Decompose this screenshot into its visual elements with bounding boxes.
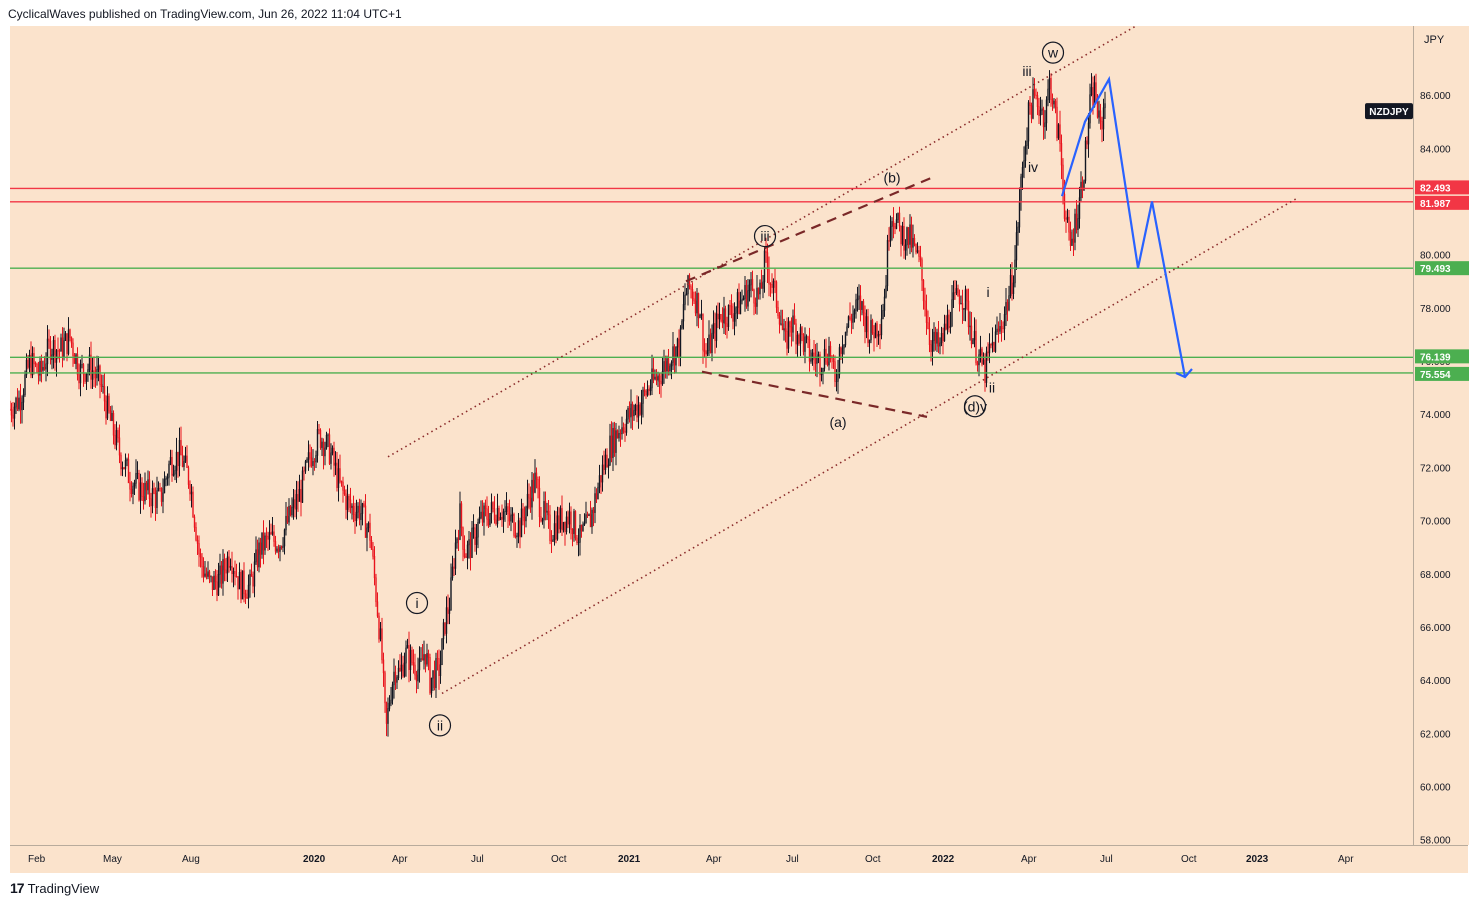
price-tick-label: 60.000 [1420, 783, 1451, 794]
wave-label-1: iii [1022, 63, 1031, 79]
trend-line-2 [685, 176, 933, 283]
symbol-badge-text: NZDJPY [1369, 107, 1409, 118]
trend-line-1 [441, 198, 1297, 695]
time-tick-label: Oct [1181, 854, 1197, 865]
level-price-badge-3: 76.139 [1415, 349, 1469, 364]
wave-label-8: (d)y [963, 395, 987, 418]
wave-label-text: iv [1028, 159, 1038, 175]
level-price-badge-text: 76.139 [1420, 352, 1451, 363]
time-tick-label: 2021 [618, 854, 641, 865]
price-tick-label: 80.000 [1420, 251, 1451, 262]
tradingview-logo-icon: 17 [10, 880, 25, 896]
chart-plot-area[interactable]: w iii iv (b) iii (a) i ii (d)y i ii NZDJPY [9, 25, 1413, 845]
level-price-badge-bg [1415, 195, 1469, 210]
forecast-arrowhead [1175, 368, 1193, 379]
time-tick-label: Jul [471, 854, 484, 865]
level-price-badge-text: 81.987 [1420, 199, 1451, 210]
time-tick-label: Apr [1021, 854, 1037, 865]
wave-label-text: (d)y [963, 398, 987, 414]
time-tick-label: Apr [706, 854, 722, 865]
wave-label-text: (b) [883, 170, 900, 186]
wave-label-3: (b) [883, 170, 900, 186]
wave-label-5: (a) [829, 414, 846, 430]
wave-label-text: w [1047, 45, 1059, 61]
forecast-path [1060, 75, 1187, 378]
level-price-badge-text: 75.554 [1420, 370, 1451, 381]
price-tick-label: 84.000 [1420, 144, 1451, 155]
footer: 17 TradingView [10, 880, 99, 896]
time-axis[interactable]: Feb May Aug 2020 Apr Jul Oct 2021 Apr Jul Oct 2022 A… [10, 845, 1468, 873]
time-tick-label: Oct [551, 854, 567, 865]
price-tick-label: 74.000 [1420, 410, 1451, 421]
tradingview-brand: TradingView [27, 880, 100, 896]
time-tick-label: Feb [28, 854, 46, 865]
level-price-badge-0: 82.493 [1415, 180, 1469, 195]
publisher-header: CyclicalWaves published on TradingView.c… [8, 7, 402, 21]
price-tick-label: 66.000 [1420, 623, 1451, 634]
wave-label-circle [405, 591, 429, 615]
time-tick-label: 2022 [932, 854, 955, 865]
wave-label-circle [963, 395, 987, 418]
wave-label-10: ii [428, 714, 452, 737]
symbol-badge: NZDJPY [1365, 103, 1413, 120]
time-tick-label: Apr [1338, 854, 1354, 865]
candles [9, 70, 1106, 737]
wave-label-text: i [986, 284, 989, 300]
price-axis-scale: 86.00084.00082.00080.00078.00076.00074.0… [1415, 34, 1469, 847]
time-tick-label: Jul [786, 854, 799, 865]
level-price-badge-bg [1415, 261, 1469, 276]
price-tick-label: 78.000 [1420, 304, 1451, 315]
price-tick-label: 72.000 [1420, 463, 1451, 474]
time-tick-label: May [103, 854, 122, 865]
time-tick-label: 2020 [303, 854, 326, 865]
level-price-badge-text: 82.493 [1420, 183, 1451, 194]
time-tick-label: 2023 [1246, 854, 1269, 865]
price-tick-label: 64.000 [1420, 676, 1451, 687]
wave-label-0: w [1041, 41, 1065, 64]
level-price-badge-1: 81.987 [1415, 195, 1469, 210]
wave-label-7: ii [989, 380, 995, 396]
price-tick-label: 86.000 [1420, 91, 1451, 102]
price-tick-label: 62.000 [1420, 729, 1451, 740]
wave-label-text: iii [760, 228, 769, 244]
price-tick-label: 68.000 [1420, 570, 1451, 581]
time-tick-label: Aug [182, 854, 200, 865]
level-price-badge-text: 79.493 [1420, 264, 1451, 275]
trend-line-3 [701, 370, 928, 418]
time-axis-scale: Feb May Aug 2020 Apr Jul Oct 2021 Apr Jul Oct 2022 A… [28, 854, 1354, 865]
time-tick-label: Jul [1100, 854, 1113, 865]
wave-label-text: ii [437, 717, 443, 733]
level-price-badge-4: 75.554 [1415, 366, 1469, 381]
wave-label-circle [753, 224, 777, 248]
time-tick-label: Oct [865, 854, 881, 865]
level-price-badge-bg [1415, 180, 1469, 195]
wave-label-6: i [986, 284, 989, 300]
price-tick-label: 70.000 [1420, 517, 1451, 528]
symbol-badge-bg [1365, 103, 1413, 120]
price-axis[interactable]: 86.00084.00082.00080.00078.00076.00074.0… [1413, 26, 1469, 847]
level-price-badge-bg [1415, 366, 1469, 381]
currency-label: JPY [1424, 34, 1445, 46]
level-price-badge-2: 79.493 [1415, 261, 1469, 276]
wave-label-text: (a) [829, 414, 846, 430]
wave-label-text: ii [989, 380, 995, 396]
wave-label-2: iv [1028, 159, 1038, 175]
wave-label-9: i [405, 591, 429, 615]
level-price-badge-bg [1415, 349, 1469, 364]
wave-label-circle [1041, 41, 1065, 64]
price-tick-label: 58.000 [1420, 836, 1451, 845]
wave-label-circle [428, 714, 452, 737]
wave-label-4: iii [753, 224, 777, 248]
wave-label-text: i [415, 595, 418, 611]
time-tick-label: Apr [392, 854, 408, 865]
wave-label-text: iii [1022, 63, 1031, 79]
